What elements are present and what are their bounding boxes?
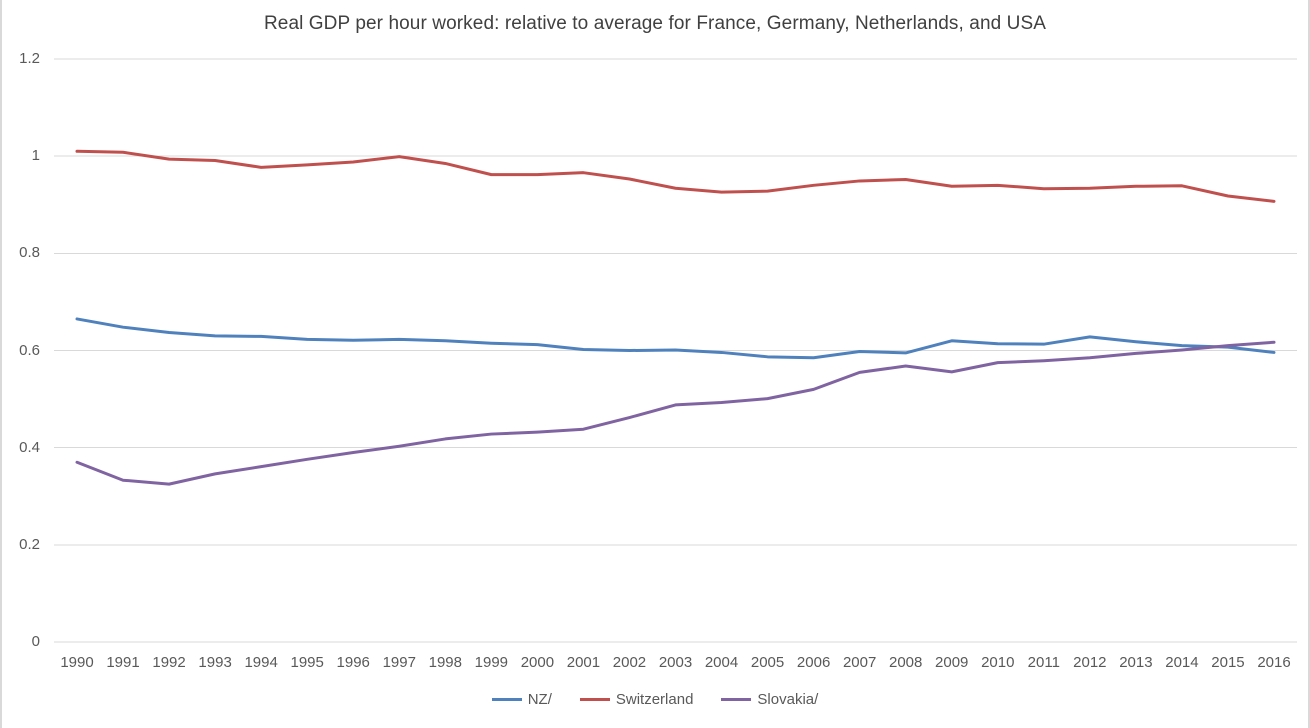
legend-label: Switzerland <box>615 691 694 708</box>
y-tick-label: 0.4 <box>19 438 40 456</box>
series-line-slovakia <box>75 340 1276 486</box>
x-tick-label: 1995 <box>290 654 324 671</box>
chart-title: Real GDP per hour worked: relative to av… <box>263 13 1047 34</box>
y-tick-label: 0.2 <box>19 535 40 553</box>
x-tick-label: 1991 <box>106 654 140 671</box>
legend-item-nz: NZ/ <box>491 691 552 708</box>
x-tick-label: 1999 <box>474 654 509 671</box>
x-tick-label: 2009 <box>935 654 969 671</box>
x-tick-label: 1993 <box>198 654 232 671</box>
x-tick-label: 1998 <box>428 654 462 671</box>
x-tick-label: 2005 <box>750 654 785 671</box>
x-tick-label: 1992 <box>152 654 186 671</box>
x-tick-label: 2014 <box>1165 654 1199 671</box>
x-tick-label: 2007 <box>842 654 877 671</box>
x-tick-label: 2002 <box>612 654 647 671</box>
x-tick-label: 1994 <box>244 654 278 671</box>
x-tick-label: 2013 <box>1119 654 1153 671</box>
x-tick-label: 2003 <box>658 654 693 671</box>
legend-line-swatch <box>491 698 522 701</box>
y-tick-label: 1.2 <box>19 50 40 67</box>
x-tick-label: 2016 <box>1257 654 1291 671</box>
y-tick-label: 1 <box>31 147 40 165</box>
x-tick-label: 1997 <box>382 654 416 671</box>
y-tick-label: 0 <box>31 633 40 650</box>
series-line-switzerland <box>75 149 1276 203</box>
y-tick-label: 0.6 <box>19 341 40 359</box>
legend: NZ/Switzerland Slovakia/ <box>2 691 1308 708</box>
x-tick-label: 2000 <box>520 654 555 671</box>
legend-line-swatch <box>721 698 752 701</box>
x-tick-label: 1990 <box>60 654 94 671</box>
legend-label: NZ/ <box>527 691 552 708</box>
y-tick-label: 0.8 <box>19 244 40 262</box>
legend-item-slovakia: Slovakia/ <box>721 691 818 708</box>
x-tick-label: 2001 <box>566 654 601 671</box>
legend-label: Slovakia/ <box>757 691 819 708</box>
x-tick-label: 2015 <box>1211 654 1245 671</box>
x-tick-label: 2008 <box>889 654 923 671</box>
legend-item-switzerland: Switzerland <box>579 691 694 708</box>
x-tick-label: 2010 <box>981 654 1015 671</box>
legend-line-swatch <box>579 698 610 701</box>
series-lines <box>75 149 1276 486</box>
x-tick-label: 2006 <box>796 654 831 671</box>
series-line-nz <box>75 317 1276 360</box>
x-tick-label: 1996 <box>336 654 370 671</box>
x-tick-label: 2011 <box>1027 654 1060 671</box>
x-tick-label: 2012 <box>1073 654 1107 671</box>
x-tick-label: 2004 <box>704 654 739 671</box>
